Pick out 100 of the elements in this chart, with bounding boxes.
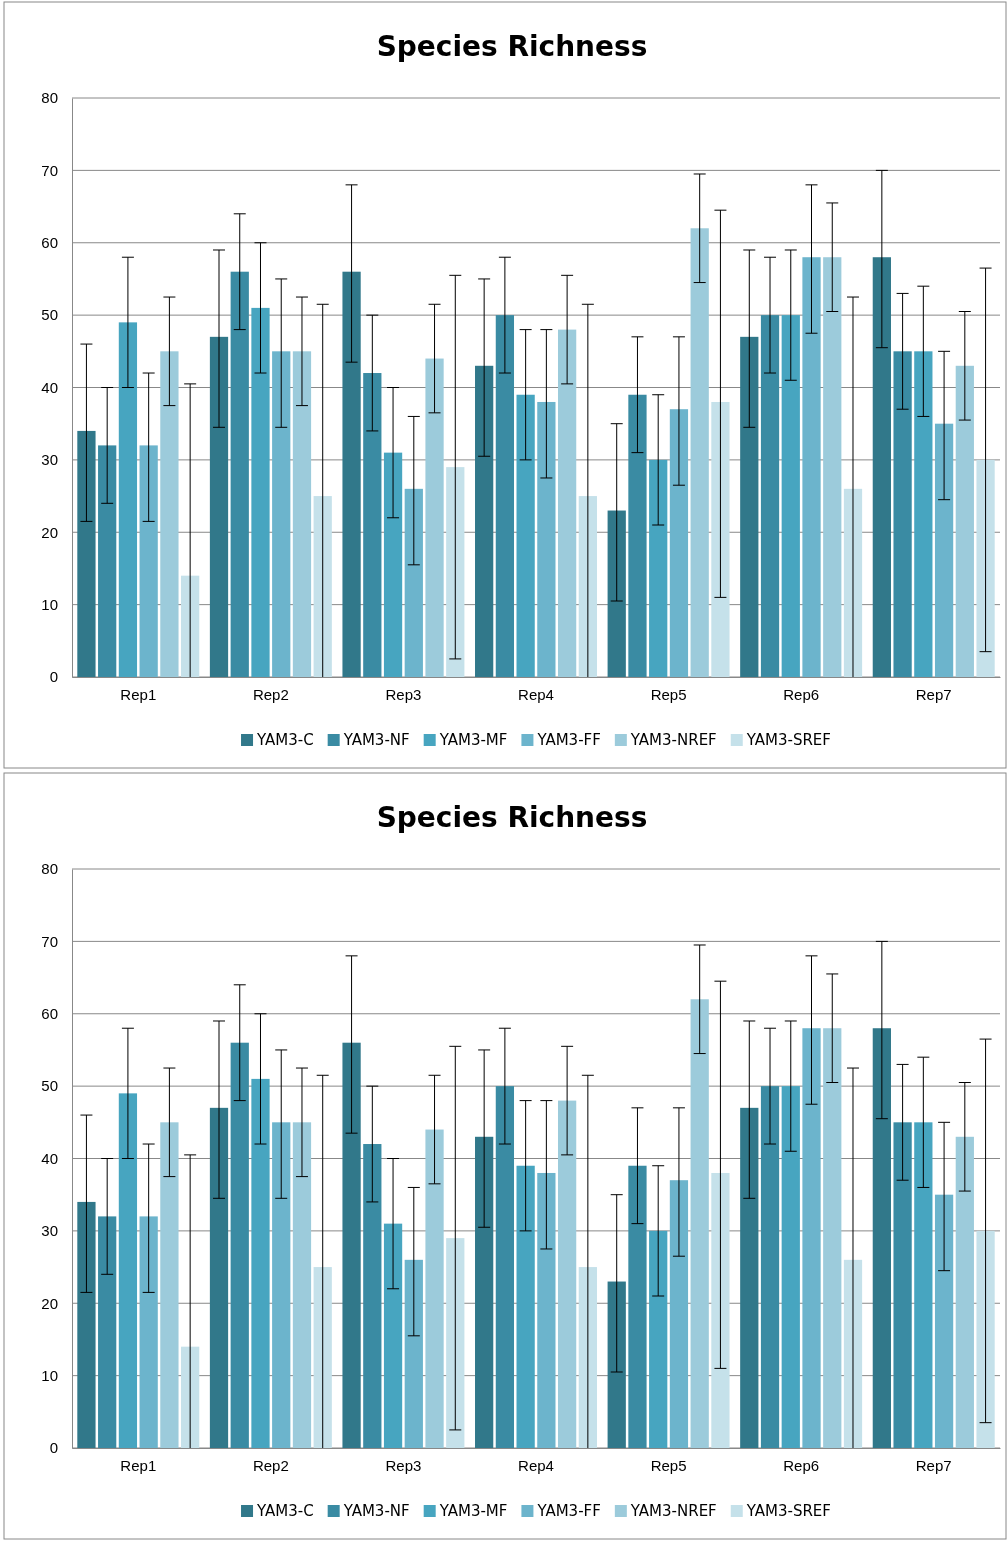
x-tick-label: Rep5 (650, 1456, 687, 1474)
bar (607, 1281, 626, 1448)
y-tick-label: 80 (41, 860, 58, 878)
legend-label: YAM3-MF (438, 731, 508, 749)
bar (313, 496, 332, 677)
legend-label: YAM3-NREF (629, 1502, 717, 1520)
bar (404, 488, 423, 677)
y-tick-label: 60 (41, 234, 58, 252)
y-tick-label: 30 (41, 451, 58, 469)
bar (872, 257, 891, 677)
bar (781, 1086, 800, 1448)
bar (446, 467, 465, 677)
bar (690, 228, 709, 677)
y-tick-label: 50 (41, 306, 58, 324)
y-tick-label: 10 (41, 1366, 58, 1384)
bar (475, 1136, 494, 1448)
bar (893, 1122, 912, 1448)
y-tick-label: 10 (41, 595, 58, 613)
bar (557, 1100, 577, 1448)
x-tick-label: Rep7 (915, 685, 952, 703)
x-tick-label: Rep5 (650, 685, 687, 703)
y-tick-label: 70 (41, 932, 58, 950)
bar (209, 1107, 229, 1448)
x-tick-label: Rep2 (252, 685, 289, 703)
bar (425, 1129, 444, 1448)
x-tick-label: Rep1 (120, 1456, 157, 1474)
bar (272, 351, 291, 677)
bar (404, 1259, 423, 1448)
bar (934, 1194, 954, 1448)
x-tick-label: Rep4 (518, 1456, 554, 1474)
bar (823, 257, 842, 677)
bar (292, 1122, 312, 1448)
bar (711, 401, 730, 677)
legend-label: YAM3-MF (438, 1502, 508, 1520)
bar (872, 1028, 891, 1448)
bar (446, 1238, 465, 1448)
bar (669, 409, 689, 677)
bar (955, 365, 974, 677)
legend-label: YAM3-SREF (745, 731, 831, 749)
bar (760, 1086, 780, 1448)
bar (516, 1165, 535, 1448)
bar (363, 1144, 382, 1448)
bar (363, 373, 382, 677)
bar (628, 394, 647, 677)
bar (251, 1078, 270, 1448)
bar (118, 322, 138, 677)
bar (557, 329, 577, 677)
bar (740, 1107, 759, 1448)
bar (690, 999, 709, 1448)
bar (209, 336, 229, 677)
y-tick-label: 0 (49, 668, 58, 686)
x-tick-label: Rep2 (252, 1456, 289, 1474)
bar (802, 1028, 821, 1448)
bar (118, 1093, 138, 1448)
y-tick-label: 20 (41, 1294, 58, 1312)
bar (77, 1201, 96, 1448)
x-tick-label: Rep3 (385, 1456, 422, 1474)
bar (160, 1122, 179, 1448)
y-tick-label: 0 (49, 1439, 58, 1457)
x-tick-label: Rep7 (915, 1456, 952, 1474)
bar (383, 452, 403, 677)
x-tick-label: Rep6 (783, 1456, 820, 1474)
bar (740, 336, 759, 677)
x-tick-label: Rep3 (385, 685, 422, 703)
bar (976, 1230, 995, 1448)
legend-label: YAM3-NREF (629, 731, 717, 749)
bar (292, 351, 312, 677)
bar (230, 1042, 249, 1448)
bar (230, 271, 249, 677)
bar (955, 1136, 974, 1448)
bar (537, 401, 556, 677)
chart-title: Species Richness (376, 30, 648, 63)
bar (425, 358, 444, 677)
bar (475, 365, 494, 677)
bar (251, 307, 270, 677)
legend-label: YAM3-C (256, 731, 314, 749)
bar (313, 1267, 332, 1448)
bar (914, 351, 933, 677)
y-tick-label: 50 (41, 1077, 58, 1095)
bar (649, 1230, 668, 1448)
legend-label: YAM3-NF (342, 1502, 410, 1520)
bar (802, 257, 821, 677)
bar (342, 271, 361, 677)
bar (649, 459, 668, 677)
bar (383, 1223, 403, 1448)
legend-label: YAM3-SREF (745, 1502, 831, 1520)
bar (934, 423, 954, 677)
bar (139, 1216, 158, 1448)
bar (495, 1086, 515, 1448)
bar (77, 430, 96, 677)
x-tick-label: Rep4 (518, 685, 554, 703)
y-tick-label: 40 (41, 378, 58, 396)
bar (893, 351, 912, 677)
legend-label: YAM3-NF (342, 731, 410, 749)
bar (976, 459, 995, 677)
bar (628, 1165, 647, 1448)
chart-title: Species Richness (376, 801, 648, 834)
y-tick-label: 70 (41, 161, 58, 179)
bar (342, 1042, 361, 1448)
bar (516, 394, 535, 677)
